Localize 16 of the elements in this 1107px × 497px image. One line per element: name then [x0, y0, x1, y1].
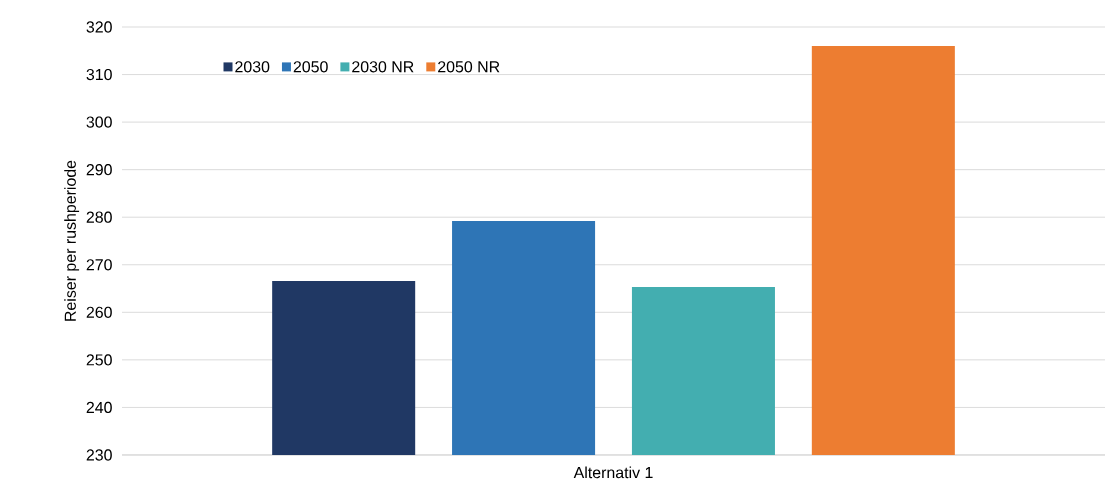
y-tick-label: 290	[86, 164, 112, 176]
y-tick-label: 250	[86, 354, 112, 366]
y-tick-label: 280	[86, 211, 112, 223]
y-tick-label: 300	[86, 116, 112, 128]
y-tick-label: 310	[86, 68, 112, 81]
y-axis-title: Reiser per rushperiode	[64, 160, 80, 321]
legend-label: 2050 NR	[438, 61, 500, 73]
y-tick-label: 320	[86, 21, 112, 33]
legend-label: 2030 NR	[352, 61, 414, 73]
x-tick-label: Alternativ 1	[573, 466, 653, 479]
y-tick-label: 270	[86, 259, 112, 271]
y-tick-label: 230	[86, 449, 112, 461]
legend-label: 2050	[293, 61, 328, 73]
legend-label: 2030	[235, 61, 270, 73]
y-tick-label: 260	[86, 306, 112, 318]
y-tick-label: 240	[86, 401, 112, 414]
